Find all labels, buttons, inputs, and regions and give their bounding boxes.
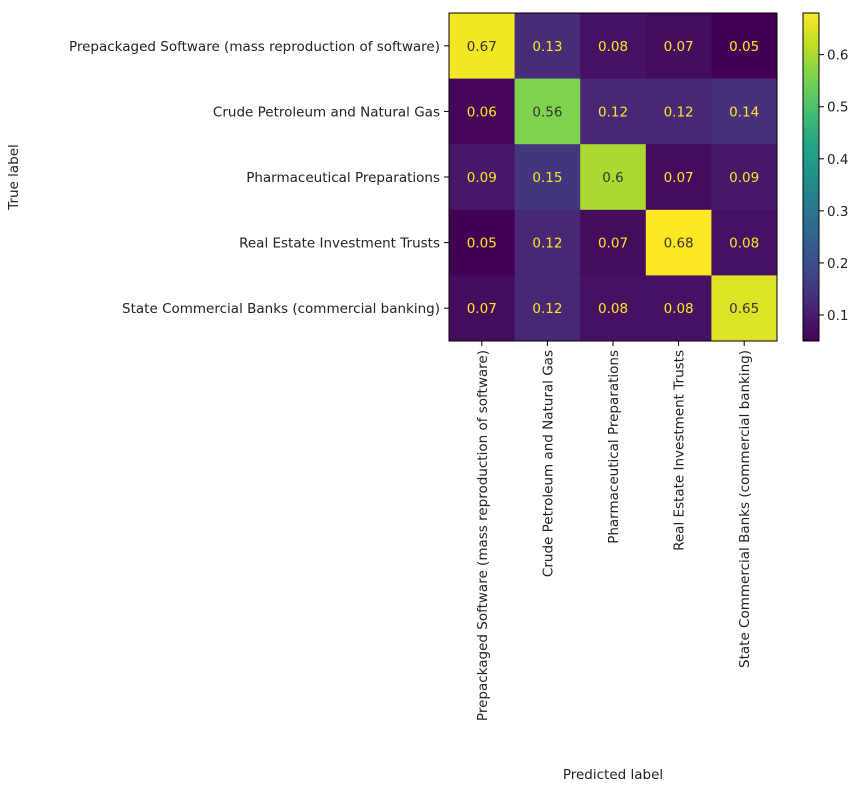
y-tick-label: Pharmaceutical Preparations bbox=[246, 170, 440, 186]
cell-value-label: 0.05 bbox=[729, 39, 759, 55]
colorbar-tick-label: 0.1 bbox=[827, 308, 848, 324]
heatmap-cell bbox=[449, 209, 516, 276]
heatmap-cell bbox=[514, 275, 581, 342]
heatmap-cell bbox=[514, 13, 581, 80]
colorbar-tick-label: 0.3 bbox=[827, 204, 848, 220]
heatmap-cell bbox=[711, 144, 778, 211]
y-tick-label: Prepackaged Software (mass reproduction … bbox=[69, 39, 440, 55]
heatmap-cell bbox=[711, 78, 778, 145]
cell-value-label: 0.65 bbox=[729, 301, 759, 317]
x-tick-label: Pharmaceutical Preparations bbox=[606, 350, 622, 544]
heatmap-cell bbox=[711, 209, 778, 276]
y-axis-ticks: Prepackaged Software (mass reproduction … bbox=[69, 39, 449, 317]
cell-value-label: 0.6 bbox=[602, 170, 623, 186]
heatmap-cell bbox=[449, 78, 516, 145]
cell-value-label: 0.05 bbox=[467, 236, 497, 252]
heatmap-cell bbox=[711, 13, 778, 80]
cell-value-label: 0.08 bbox=[729, 236, 759, 252]
heatmap-cell bbox=[514, 209, 581, 276]
x-tick-label: Real Estate Investment Trusts bbox=[672, 350, 688, 551]
cell-value-label: 0.67 bbox=[467, 39, 497, 55]
cell-value-label: 0.12 bbox=[664, 104, 694, 120]
heatmap-cell bbox=[449, 144, 516, 211]
cell-value-label: 0.07 bbox=[664, 39, 694, 55]
heatmap-cell bbox=[580, 78, 647, 145]
heatmap-cell bbox=[645, 144, 712, 211]
heatmap-cell bbox=[514, 78, 581, 145]
heatmap-cells: 0.67 0.13 0.08 0.07 0.05 0.06 0.56 0.12 0.12 0.14… bbox=[449, 13, 778, 342]
heatmap-cell bbox=[514, 144, 581, 211]
x-tick-label: State Commercial Banks (commercial banki… bbox=[737, 350, 753, 668]
heatmap-cell bbox=[711, 275, 778, 342]
cell-value-label: 0.12 bbox=[532, 236, 562, 252]
y-tick-label: Crude Petroleum and Natural Gas bbox=[213, 104, 440, 120]
heatmap-cell bbox=[645, 209, 712, 276]
cell-value-label: 0.14 bbox=[729, 104, 759, 120]
heatmap-cell bbox=[645, 78, 712, 145]
heatmap-cell bbox=[645, 13, 712, 80]
y-tick-label: Real Estate Investment Trusts bbox=[239, 236, 440, 252]
y-axis-label: True label bbox=[6, 144, 22, 211]
cell-value-label: 0.08 bbox=[664, 301, 694, 317]
heatmap-cell bbox=[645, 275, 712, 342]
colorbar-tick-label: 0.2 bbox=[827, 256, 848, 272]
cell-value-label: 0.56 bbox=[532, 104, 562, 120]
cell-value-label: 0.13 bbox=[532, 39, 562, 55]
cell-value-label: 0.07 bbox=[664, 170, 694, 186]
heatmap-cell bbox=[580, 144, 647, 211]
heatmap-cell bbox=[580, 13, 647, 80]
colorbar-tick-label: 0.5 bbox=[827, 100, 848, 116]
colorbar-tick-label: 0.4 bbox=[827, 152, 848, 168]
cell-value-label: 0.07 bbox=[598, 236, 628, 252]
x-axis-label: Predicted label bbox=[563, 767, 663, 783]
y-tick-label: State Commercial Banks (commercial banki… bbox=[122, 301, 440, 317]
heatmap-cell bbox=[580, 209, 647, 276]
colorbar-tick-label: 0.6 bbox=[827, 48, 848, 64]
cell-value-label: 0.09 bbox=[729, 170, 759, 186]
cell-value-label: 0.08 bbox=[598, 301, 628, 317]
cell-value-label: 0.07 bbox=[467, 301, 497, 317]
cell-value-label: 0.68 bbox=[664, 236, 694, 252]
cell-value-label: 0.12 bbox=[598, 104, 628, 120]
heatmap-cell bbox=[449, 275, 516, 342]
heatmap-cell bbox=[580, 275, 647, 342]
colorbar bbox=[802, 12, 820, 342]
x-tick-label: Prepackaged Software (mass reproduction … bbox=[475, 350, 491, 721]
cell-value-label: 0.15 bbox=[532, 170, 562, 186]
cell-value-label: 0.08 bbox=[598, 39, 628, 55]
x-axis-ticks: Prepackaged Software (mass reproduction … bbox=[475, 341, 753, 721]
cell-value-label: 0.09 bbox=[467, 170, 497, 186]
cell-value-label: 0.06 bbox=[467, 104, 497, 120]
x-tick-label: Crude Petroleum and Natural Gas bbox=[540, 350, 556, 577]
colorbar-ticks: 0.1 0.2 0.3 0.4 0.5 0.6 bbox=[819, 48, 848, 324]
heatmap-cell bbox=[449, 13, 516, 80]
cell-value-label: 0.12 bbox=[532, 301, 562, 317]
